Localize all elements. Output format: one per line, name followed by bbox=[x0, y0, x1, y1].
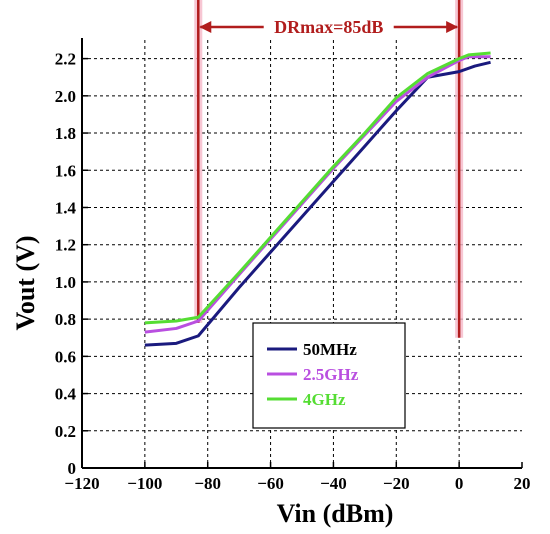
y-tick-label: 1.4 bbox=[55, 198, 77, 217]
x-tick-label: −120 bbox=[64, 474, 99, 493]
plot-frame bbox=[81, 38, 523, 469]
y-tick-label: 1.0 bbox=[55, 273, 76, 292]
y-tick-label: 0.4 bbox=[55, 385, 77, 404]
dynamic-range-label: DRmax=85dB bbox=[274, 17, 383, 37]
x-tick-label: 20 bbox=[514, 474, 531, 493]
y-tick-label: 2.0 bbox=[55, 87, 76, 106]
dynamic-range-markers: DRmax=85dB bbox=[194, 0, 464, 338]
x-tick-label: −100 bbox=[127, 474, 162, 493]
x-tick-label: −20 bbox=[383, 474, 410, 493]
x-tick-label: −40 bbox=[320, 474, 347, 493]
y-tick-label: 0.8 bbox=[55, 310, 76, 329]
y-tick-label: 0 bbox=[68, 459, 77, 478]
x-tick-label: 0 bbox=[455, 474, 464, 493]
legend-label: 2.5GHz bbox=[303, 365, 359, 384]
x-tick-labels: −120 −100 −80 −60 −40 −20 0 20 bbox=[64, 474, 530, 493]
y-tick-label: 1.6 bbox=[55, 161, 76, 180]
range-arrow-head-left bbox=[199, 21, 212, 33]
y-tick-label: 0.6 bbox=[55, 347, 76, 366]
range-arrow-head-right bbox=[446, 21, 459, 33]
legend-label: 50MHz bbox=[303, 340, 357, 359]
y-tick-label: 1.2 bbox=[55, 236, 76, 255]
y-tick-labels: 0 0.2 0.4 0.6 0.8 1.0 1.2 1.4 1.6 1.8 2.0 2.2 bbox=[55, 50, 77, 478]
x-tick-label: −60 bbox=[257, 474, 284, 493]
y-tick-label: 0.2 bbox=[55, 422, 76, 441]
y-tick-label: 1.8 bbox=[55, 124, 76, 143]
legend-label: 4GHz bbox=[303, 390, 346, 409]
x-tick-label: −80 bbox=[194, 474, 221, 493]
y-axis-title: Vout (V) bbox=[11, 235, 40, 330]
y-tick-label: 2.2 bbox=[55, 50, 76, 69]
series-line bbox=[144, 60, 491, 347]
series-line bbox=[144, 51, 491, 325]
series-lines bbox=[144, 51, 491, 347]
x-axis-title: Vin (dBm) bbox=[277, 499, 394, 528]
legend: 50MHz 2.5GHz 4GHz bbox=[252, 322, 406, 429]
annotation-bg bbox=[263, 14, 394, 40]
